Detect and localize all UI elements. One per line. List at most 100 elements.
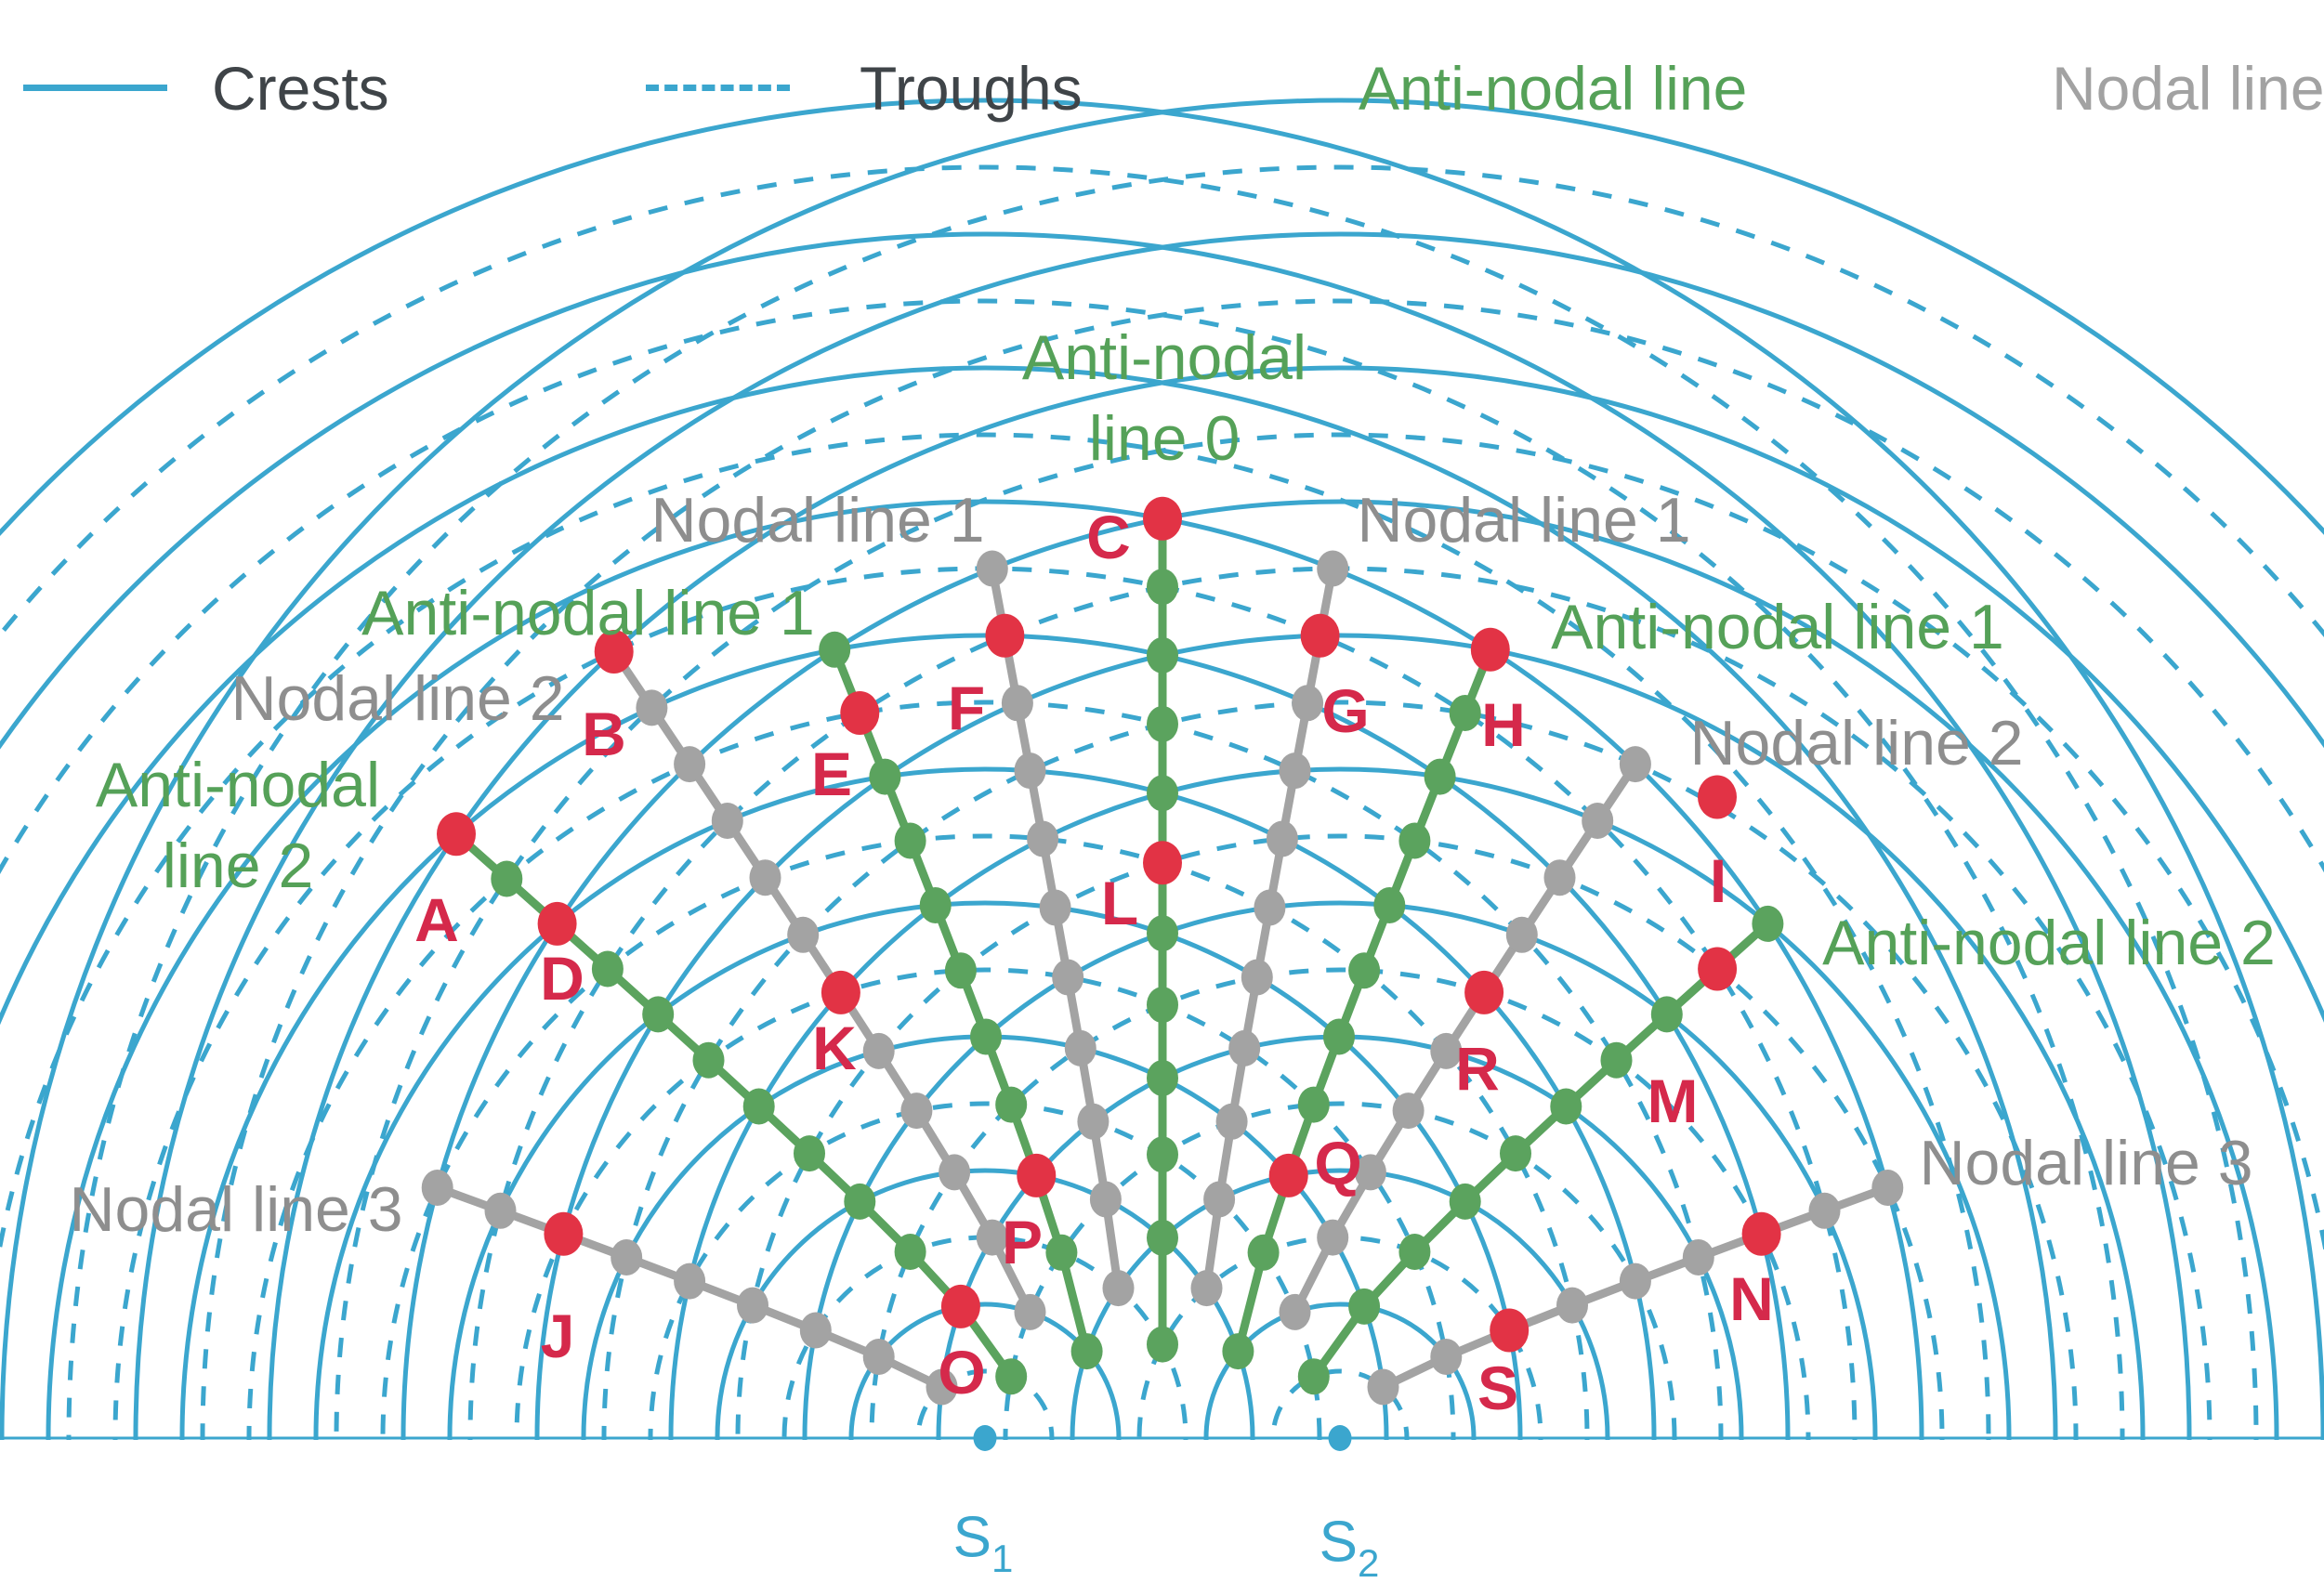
nodal-line-3-right bbox=[1367, 1170, 1904, 1406]
nodal-line-3-right-dot bbox=[1556, 1287, 1588, 1324]
anti-nodal-line-0-dot bbox=[1147, 987, 1178, 1024]
anti-nodal-line-2-right-dot bbox=[1500, 1135, 1531, 1172]
legend-crests-label: Crests bbox=[212, 54, 389, 123]
point-K-letter: K bbox=[812, 1014, 857, 1082]
nodal-line-3-left-dot bbox=[926, 1368, 958, 1406]
anti-nodal-line-0-dot bbox=[1147, 1326, 1178, 1363]
crest-circle bbox=[179, 633, 1791, 1440]
anti-nodal-line-2-left bbox=[452, 830, 1028, 1395]
nodal-line-3-right-dot bbox=[1808, 1192, 1841, 1229]
point-M-letter: M bbox=[1648, 1066, 1699, 1135]
nodal-line-1-left-dot bbox=[1102, 1270, 1135, 1307]
nodal-line-2-right-dot bbox=[1543, 859, 1576, 896]
nodal-line-1-right-dot bbox=[1241, 959, 1273, 996]
anti-nodal-line-2-left-dot bbox=[491, 860, 523, 897]
anti-nodal-line-2-left-dot bbox=[894, 1234, 926, 1270]
anti-nodal-line-2-left-dot bbox=[742, 1088, 775, 1125]
nodal-line-1-right-dot bbox=[1254, 889, 1286, 926]
anti-nodal-line-1-left-dot bbox=[1045, 1234, 1078, 1271]
point-G-letter: G bbox=[1321, 676, 1369, 745]
nodal-line-2-left-dot bbox=[674, 746, 706, 783]
source-label-s2: S2 bbox=[1320, 1511, 1380, 1585]
anti-nodal-line-0-dot bbox=[1147, 636, 1178, 674]
source-label-s1: S1 bbox=[953, 1506, 1014, 1580]
point-E-dot bbox=[840, 691, 880, 735]
nodal-line-2-right-dot bbox=[1279, 1293, 1311, 1330]
legend-troughs-label: Troughs bbox=[860, 54, 1083, 123]
nodal-line-3-left-dot bbox=[862, 1339, 895, 1375]
legend-antinodal-label: Anti-nodal line bbox=[1359, 54, 1748, 123]
nodal-line-2-right-dot bbox=[1582, 803, 1614, 839]
anti-nodal-line-0-dot bbox=[1147, 705, 1178, 742]
nodal-line-1-right-dot bbox=[1279, 752, 1311, 790]
nodal-line-1-left-label: Nodal line 1 bbox=[650, 485, 984, 556]
anti-nodal-line-2-left-dot bbox=[995, 1358, 1028, 1395]
anti-nodal-line-2-right-dot bbox=[1297, 1358, 1330, 1395]
nodal-line-1-left-dot bbox=[1001, 685, 1033, 722]
source-labels: S1 S2 bbox=[953, 1506, 1380, 1585]
anti-nodal-line-0-dot bbox=[1147, 915, 1178, 952]
nodal-line-3-right-dot bbox=[1871, 1170, 1904, 1206]
nodal-line-1-right-dot bbox=[1317, 550, 1349, 587]
anti-nodal-line-2-right bbox=[1297, 905, 1784, 1395]
anti-nodal-line-1-right-dot bbox=[1297, 1086, 1330, 1123]
nodal-line-2-left-dot bbox=[636, 689, 668, 726]
nodal-line-3-left-dot bbox=[674, 1262, 706, 1300]
anti-nodal-line-1-left bbox=[819, 631, 1103, 1370]
anti-nodal-line-1-right-dot bbox=[1348, 952, 1381, 989]
point-I-dot bbox=[1698, 775, 1737, 819]
anti-nodal-line-1-right bbox=[1222, 645, 1495, 1370]
source-dot-s2 bbox=[1328, 1425, 1352, 1451]
nodal-line-1-right-label: Nodal line 1 bbox=[1357, 485, 1690, 556]
anti-nodal-line-0-dot bbox=[1147, 1060, 1178, 1096]
anti-nodal-line-1-left-dot bbox=[869, 758, 901, 795]
anti-nodal-line-0-label: line 0 bbox=[1089, 403, 1241, 474]
anti-nodal-line-0-label: Anti-nodal bbox=[1022, 322, 1306, 393]
anti-nodal-line-2-left-dot bbox=[692, 1041, 725, 1079]
anti-nodal-line-1-left-dot bbox=[819, 631, 851, 668]
anti-nodal-line-1-left-label: Anti-nodal line 1 bbox=[361, 578, 815, 648]
anti-nodal-line-1-left-dot bbox=[894, 822, 926, 859]
nodal-line-3-left-dot bbox=[484, 1192, 517, 1229]
point-I-letter: I bbox=[1710, 846, 1727, 915]
source-dot-s1 bbox=[973, 1425, 997, 1451]
anti-nodal-line-1-right-dot bbox=[1398, 822, 1431, 859]
point-B-dot bbox=[594, 630, 634, 674]
point-R-letter: R bbox=[1455, 1034, 1500, 1103]
anti-nodal-line-1-right-dot bbox=[1373, 887, 1406, 923]
nodal-line-1-left-dot bbox=[976, 550, 1008, 587]
anti-nodal-line-2-right-dot bbox=[1600, 1041, 1633, 1079]
anti-nodal-line-2-left-label: line 2 bbox=[163, 831, 314, 901]
crest-circle bbox=[0, 365, 2058, 1440]
point-Q-letter: Q bbox=[1314, 1129, 1361, 1197]
nodal-line-3-left-dot bbox=[611, 1239, 643, 1275]
point-A-dot bbox=[437, 812, 476, 857]
anti-nodal-line-1-left-dot bbox=[919, 887, 952, 923]
trough-circle bbox=[334, 432, 2324, 1440]
anti-nodal-line-1-right-dot bbox=[1323, 1018, 1355, 1055]
point-G-dot bbox=[1300, 613, 1340, 658]
nodal-line-2-left-dot bbox=[749, 859, 781, 896]
point-F-letter: F bbox=[948, 674, 985, 742]
nodal-line-2-left-dot bbox=[787, 916, 820, 953]
point-H-letter: H bbox=[1481, 690, 1526, 759]
curve-labels: Anti-nodal line 0 Nodal line 1 Nodal line 1… bbox=[69, 322, 2275, 1245]
nodal-line-1-right-dot bbox=[1215, 1103, 1248, 1140]
anti-nodal-line-2-right-dot bbox=[1650, 996, 1683, 1033]
point-letters: A B C D E F G H I J K L M N OP Q R S bbox=[414, 503, 1774, 1422]
nodal-line-2-left bbox=[610, 648, 1046, 1330]
nodal-line-2-right-path bbox=[1291, 760, 1640, 1316]
point-D-letter: D bbox=[540, 944, 584, 1013]
nodal-line-3-left-label: Nodal line 3 bbox=[69, 1174, 402, 1245]
nodal-line-2-left-dot bbox=[711, 803, 743, 839]
nodal-line-1-left-dot bbox=[1039, 889, 1071, 926]
nodal-line-3-right-label: Nodal line 3 bbox=[1919, 1128, 2252, 1198]
point-F-dot bbox=[985, 613, 1025, 658]
nodal-line-2-right-dot bbox=[1317, 1219, 1349, 1256]
nodal-line-1-right-dot bbox=[1228, 1029, 1261, 1066]
nodal-line-2-right-dot bbox=[1392, 1092, 1425, 1130]
nodal-line-3-left-dot bbox=[421, 1170, 453, 1206]
anti-nodal-line-0 bbox=[1147, 514, 1178, 1363]
crest-circle bbox=[534, 633, 2146, 1440]
nodal-line-2-left-dot bbox=[976, 1219, 1008, 1256]
